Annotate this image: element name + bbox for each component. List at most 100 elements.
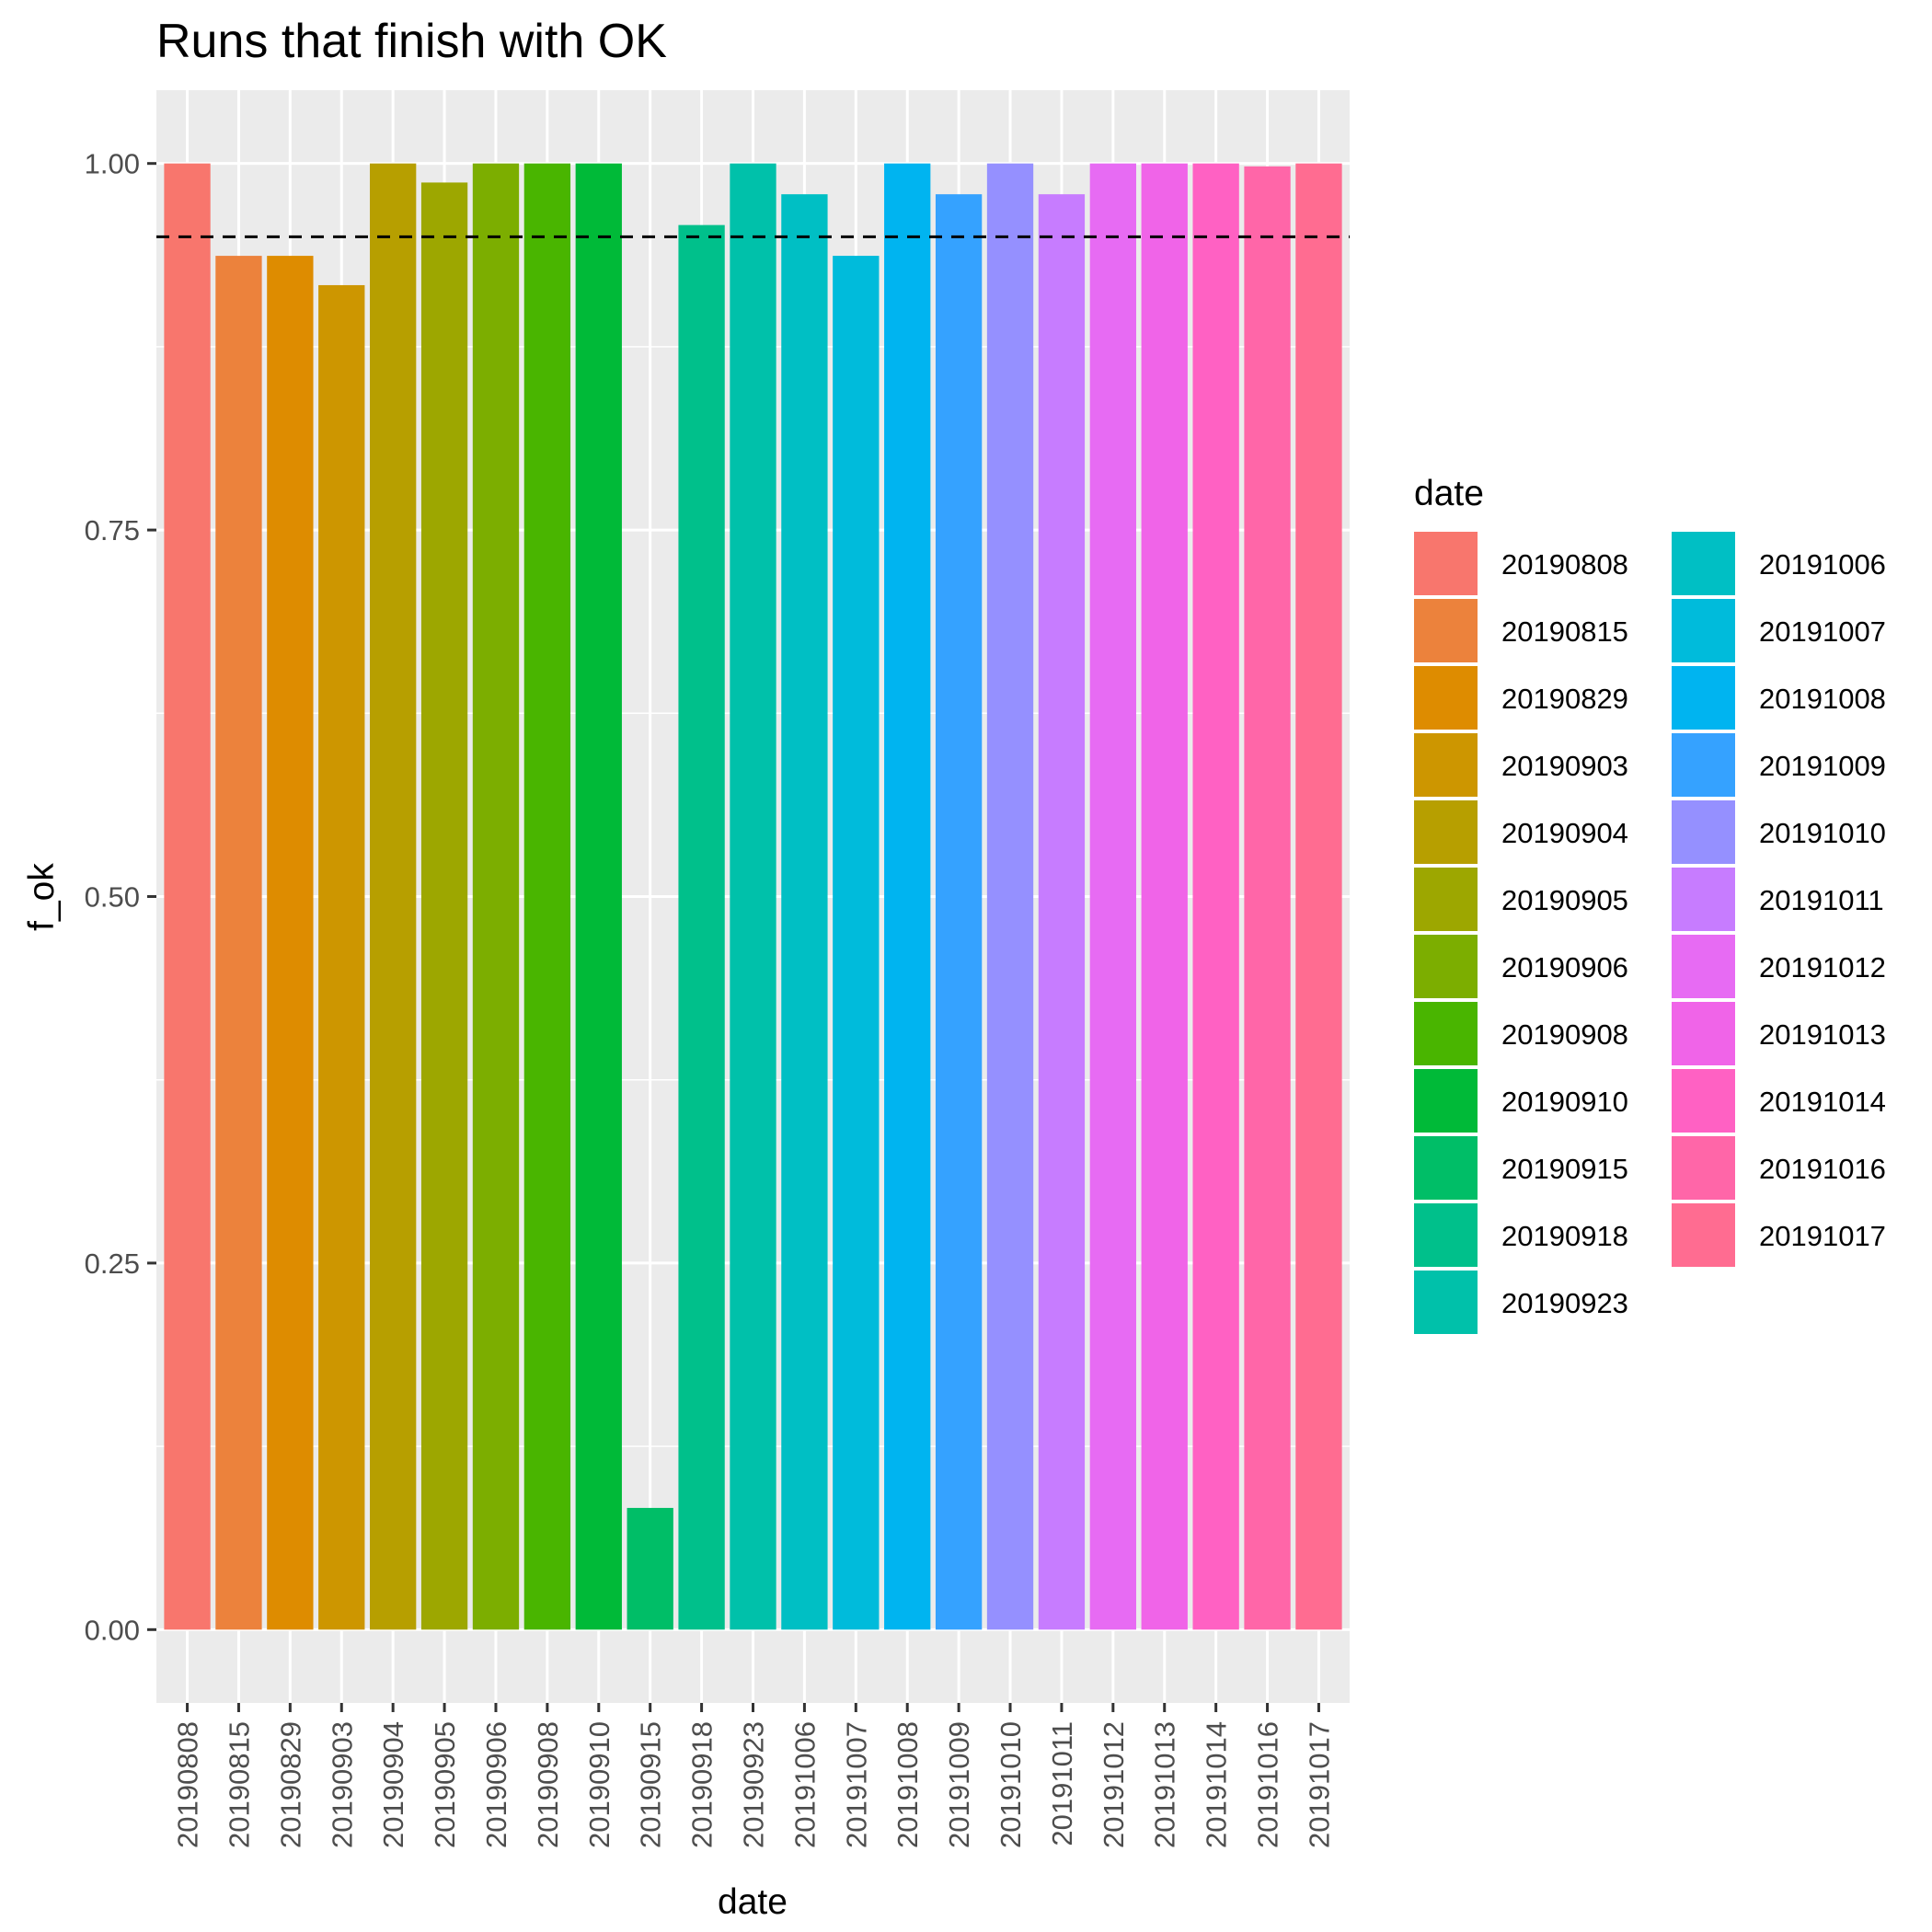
x-tick-label: 20190910 (583, 1721, 615, 1848)
bar-20190905 (420, 182, 468, 1630)
x-tick-label: 20190923 (738, 1721, 770, 1848)
legend-label: 20190815 (1501, 615, 1628, 648)
legend-label: 20190904 (1501, 817, 1628, 849)
bar-20190918 (678, 224, 725, 1630)
legend-label: 20191014 (1759, 1086, 1886, 1118)
bar-20191007 (833, 256, 880, 1630)
legend-key (1414, 599, 1478, 662)
legend-title: date (1414, 474, 1484, 513)
bar-20190903 (318, 284, 365, 1630)
x-tick-label: 20191016 (1252, 1721, 1284, 1848)
y-tick-label: 0.00 (85, 1614, 140, 1646)
legend-item-20191010: 20191010 (1672, 800, 1886, 864)
legend-label: 20190915 (1501, 1153, 1628, 1185)
legend-key (1672, 733, 1735, 797)
x-tick-label: 20191012 (1098, 1721, 1130, 1848)
x-tick-label: 20191009 (943, 1721, 975, 1848)
legend-label: 20191007 (1759, 615, 1886, 648)
legend-label: 20190910 (1501, 1086, 1628, 1118)
x-tick-label: 20191013 (1149, 1721, 1181, 1848)
bar-20191011 (1038, 194, 1086, 1630)
legend-item-20190923: 20190923 (1414, 1271, 1628, 1334)
bar-20191013 (1141, 163, 1188, 1630)
legend-key (1414, 666, 1478, 730)
legend-key (1414, 1136, 1478, 1200)
x-tick-label: 20190808 (172, 1721, 204, 1848)
bar-20191012 (1089, 163, 1136, 1630)
y-tick-label: 0.50 (85, 881, 140, 914)
legend-key (1672, 1069, 1735, 1133)
legend-label: 20191008 (1759, 683, 1886, 715)
bar-20191016 (1244, 166, 1291, 1630)
legend-key (1414, 935, 1478, 998)
bar-20190904 (370, 163, 417, 1630)
x-tick-label: 20190918 (686, 1721, 719, 1848)
legend-item-20190918: 20190918 (1414, 1203, 1628, 1267)
legend-label: 20191013 (1759, 1018, 1886, 1051)
bar-20191008 (884, 163, 931, 1630)
legend-label: 20191011 (1759, 884, 1884, 916)
legend-label: 20190923 (1501, 1287, 1628, 1319)
legend-key (1672, 800, 1735, 864)
legend-label: 20190908 (1501, 1018, 1628, 1051)
x-tick-label: 20190815 (223, 1721, 255, 1848)
legend-item-20190908: 20190908 (1414, 1002, 1628, 1065)
legend-key (1414, 733, 1478, 797)
legend-label: 20190829 (1501, 683, 1628, 715)
x-tick-label: 20191011 (1046, 1721, 1078, 1846)
chart-title: Runs that finish with OK (156, 15, 667, 68)
legend: date 20190808 20190815 20190829 20190903 201… (1414, 474, 1886, 1334)
legend-key (1414, 800, 1478, 864)
x-tick-label: 20190915 (635, 1721, 667, 1848)
legend-label: 20190808 (1501, 548, 1628, 581)
x-tick-label: 20190905 (429, 1721, 461, 1848)
legend-key (1672, 1136, 1735, 1200)
legend-item-20191008: 20191008 (1672, 666, 1886, 730)
legend-item-20191007: 20191007 (1672, 599, 1886, 662)
bar-20191014 (1192, 163, 1239, 1630)
legend-label: 20191006 (1759, 548, 1886, 581)
bar-20190829 (267, 256, 314, 1630)
x-tick-label: 20190903 (326, 1721, 358, 1848)
bars (164, 163, 1342, 1630)
bar-20190815 (215, 256, 262, 1630)
bar-20191017 (1295, 163, 1342, 1630)
legend-item-20191009: 20191009 (1672, 733, 1886, 797)
legend-item-20191013: 20191013 (1672, 1002, 1886, 1065)
x-tick-label: 20190829 (274, 1721, 306, 1848)
x-tick-label: 20190904 (377, 1721, 409, 1848)
legend-key (1414, 868, 1478, 931)
y-tick-label: 0.75 (85, 514, 140, 546)
legend-item-20190910: 20190910 (1414, 1069, 1628, 1133)
legend-label: 20191017 (1759, 1220, 1886, 1252)
bar-20190908 (523, 163, 571, 1630)
legend-key (1672, 1203, 1735, 1267)
x-axis: 20190808 20190815 20190829 20190903 20190904… (172, 1703, 1335, 1848)
bar-20190906 (472, 163, 520, 1630)
x-tick-label: 20191006 (788, 1721, 821, 1848)
legend-item-20191012: 20191012 (1672, 935, 1886, 998)
legend-label: 20191012 (1759, 951, 1886, 983)
legend-label: 20191010 (1759, 817, 1886, 849)
bar-20190808 (164, 163, 211, 1630)
legend-key (1414, 1203, 1478, 1267)
legend-item-20190905: 20190905 (1414, 868, 1628, 931)
legend-key (1672, 1002, 1735, 1065)
legend-item-20190903: 20190903 (1414, 733, 1628, 797)
y-axis: 0.00 0.25 0.50 0.75 1.00 (85, 148, 156, 1646)
legend-label: 20190918 (1501, 1220, 1628, 1252)
legend-label: 20190903 (1501, 750, 1628, 782)
legend-key (1414, 1069, 1478, 1133)
x-tick-label: 20190906 (480, 1721, 512, 1848)
y-tick-label: 0.25 (85, 1248, 140, 1280)
x-axis-title: date (718, 1882, 788, 1922)
x-tick-label: 20190908 (532, 1721, 564, 1848)
x-tick-label: 20191014 (1201, 1721, 1233, 1848)
legend-item-20190808: 20190808 (1414, 532, 1628, 595)
x-tick-label: 20191017 (1303, 1721, 1335, 1848)
legend-item-20190815: 20190815 (1414, 599, 1628, 662)
bar-20190910 (575, 163, 622, 1630)
legend-item-20191016: 20191016 (1672, 1136, 1886, 1200)
legend-item-20190829: 20190829 (1414, 666, 1628, 730)
